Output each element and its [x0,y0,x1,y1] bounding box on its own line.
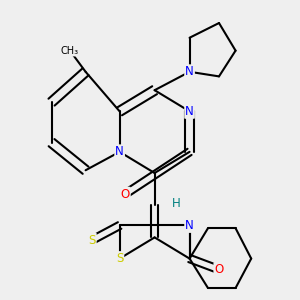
Text: CH₃: CH₃ [61,46,79,56]
Text: N: N [185,105,194,118]
Text: N: N [185,65,194,78]
Text: S: S [88,234,96,247]
Text: N: N [115,145,124,158]
Text: O: O [121,188,130,201]
Text: N: N [185,219,194,232]
Text: H: H [171,197,180,210]
Text: S: S [116,252,123,265]
Text: O: O [214,263,224,276]
